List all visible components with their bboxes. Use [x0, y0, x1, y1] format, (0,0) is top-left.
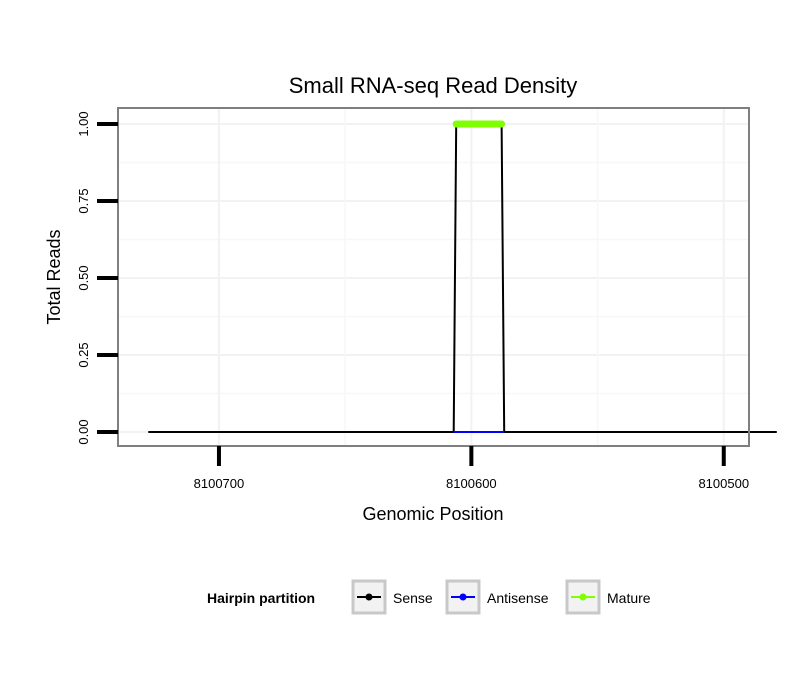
- plot-panel: [117, 107, 777, 447]
- y-tick-label: 0.75: [76, 188, 91, 213]
- legend-item-sense: Sense: [351, 579, 433, 615]
- legend-label: Sense: [393, 590, 433, 606]
- legend-key: [565, 579, 601, 615]
- chart-title: Small RNA-seq Read Density: [289, 73, 578, 98]
- legend-title: Hairpin partition: [207, 590, 315, 606]
- legend-item-antisense: Antisense: [445, 579, 549, 615]
- y-axis: 0.00 0.25 0.50 0.75 1.00: [76, 111, 118, 445]
- x-axis: 8100700 8100600 8100500: [194, 446, 749, 491]
- x-tick-label: 8100700: [194, 476, 245, 491]
- legend-key-point: [579, 593, 587, 601]
- x-tick-label: 8100600: [446, 476, 497, 491]
- legend-label: Antisense: [487, 590, 549, 606]
- legend-key-point: [459, 593, 467, 601]
- y-tick-label: 1.00: [76, 111, 91, 136]
- x-axis-title: Genomic Position: [362, 504, 503, 524]
- legend-key-point: [365, 593, 373, 601]
- y-tick-label: 0.00: [76, 419, 91, 444]
- grid-layer: [118, 108, 749, 446]
- legend-label: Mature: [607, 590, 651, 606]
- y-tick-label: 0.50: [76, 265, 91, 290]
- y-tick-label: 0.25: [76, 342, 91, 367]
- x-tick-label: 8100500: [698, 476, 749, 491]
- y-axis-title: Total Reads: [44, 229, 64, 324]
- series-layer: [148, 120, 777, 433]
- legend-item-mature: Mature: [565, 579, 651, 615]
- legend: Hairpin partition Sense Antisense Mature: [207, 579, 651, 615]
